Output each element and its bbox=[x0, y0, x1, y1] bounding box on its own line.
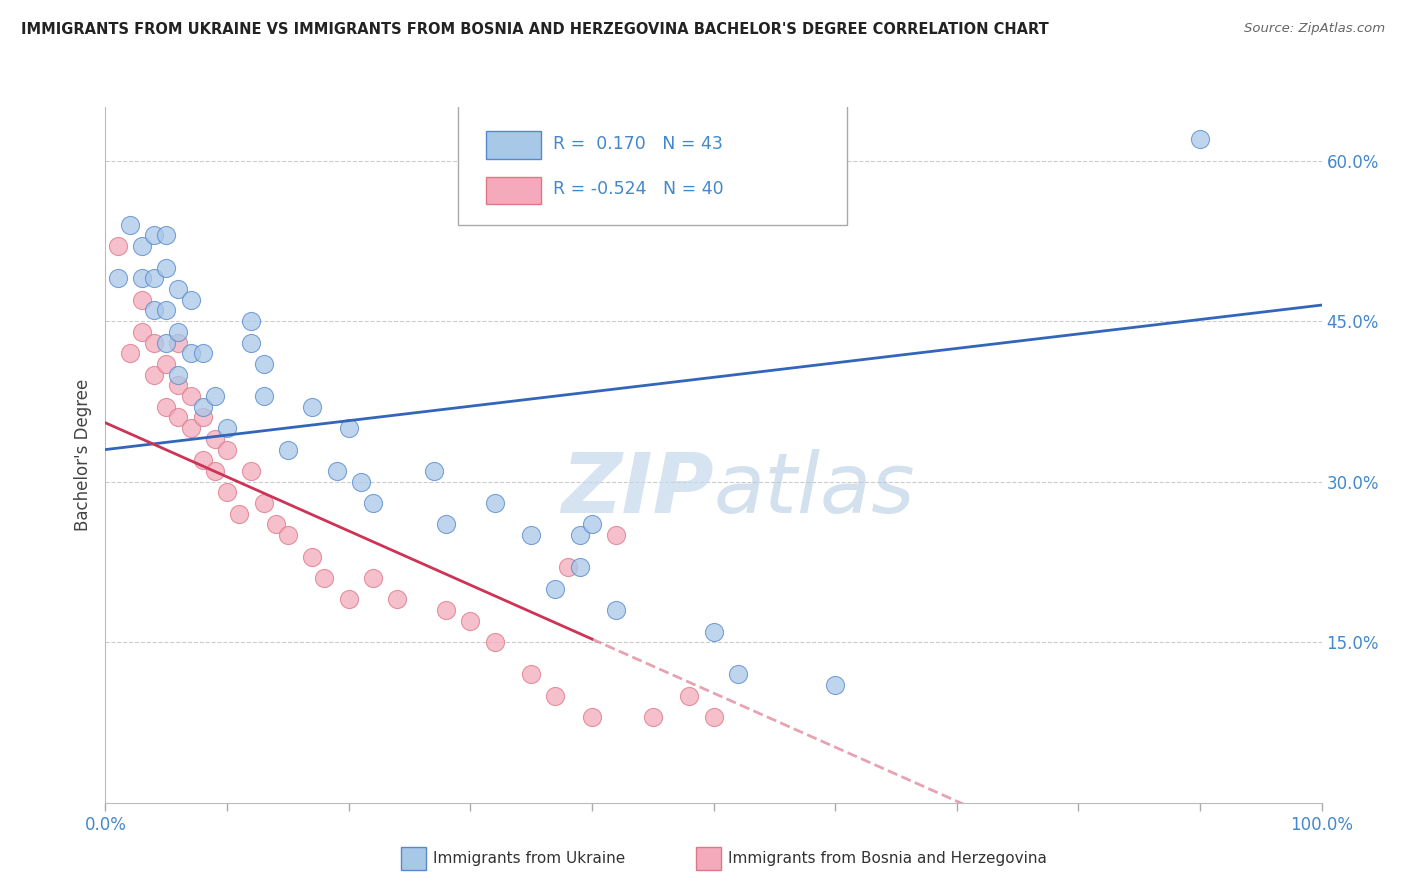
Y-axis label: Bachelor's Degree: Bachelor's Degree bbox=[75, 379, 93, 531]
Point bbox=[337, 421, 360, 435]
Point bbox=[544, 689, 567, 703]
Point bbox=[568, 528, 591, 542]
Point bbox=[131, 293, 153, 307]
Text: IMMIGRANTS FROM UKRAINE VS IMMIGRANTS FROM BOSNIA AND HERZEGOVINA BACHELOR'S DEG: IMMIGRANTS FROM UKRAINE VS IMMIGRANTS FR… bbox=[21, 22, 1049, 37]
Text: R =  0.170   N = 43: R = 0.170 N = 43 bbox=[553, 135, 723, 153]
Point bbox=[167, 410, 190, 425]
Point bbox=[167, 378, 190, 392]
Point bbox=[204, 389, 226, 403]
Point bbox=[143, 368, 166, 382]
Point bbox=[1189, 132, 1212, 146]
Point bbox=[155, 228, 177, 243]
Point bbox=[702, 624, 725, 639]
FancyBboxPatch shape bbox=[486, 131, 541, 159]
Point bbox=[155, 335, 177, 350]
Point bbox=[252, 496, 274, 510]
Point bbox=[350, 475, 373, 489]
Point bbox=[131, 239, 153, 253]
Point bbox=[361, 496, 384, 510]
Point bbox=[702, 710, 725, 724]
Point bbox=[217, 421, 239, 435]
Text: ZIP: ZIP bbox=[561, 450, 713, 530]
Point bbox=[131, 271, 153, 285]
Point bbox=[204, 432, 226, 446]
Text: Immigrants from Ukraine: Immigrants from Ukraine bbox=[433, 851, 626, 865]
FancyBboxPatch shape bbox=[486, 177, 541, 204]
Point bbox=[167, 368, 190, 382]
Point bbox=[204, 464, 226, 478]
Point bbox=[191, 346, 214, 360]
Point bbox=[387, 592, 409, 607]
Point bbox=[605, 528, 627, 542]
Point bbox=[557, 560, 579, 574]
Point bbox=[520, 667, 543, 681]
Point bbox=[107, 271, 129, 285]
Point bbox=[361, 571, 384, 585]
Point bbox=[301, 400, 323, 414]
Text: R = -0.524   N = 40: R = -0.524 N = 40 bbox=[553, 180, 724, 198]
Point bbox=[277, 528, 299, 542]
Point bbox=[520, 528, 543, 542]
Point bbox=[314, 571, 336, 585]
Point bbox=[191, 410, 214, 425]
Point bbox=[143, 303, 166, 318]
Point bbox=[641, 710, 664, 724]
Point bbox=[581, 710, 603, 724]
Text: Immigrants from Bosnia and Herzegovina: Immigrants from Bosnia and Herzegovina bbox=[728, 851, 1047, 865]
Point bbox=[228, 507, 250, 521]
Point bbox=[118, 346, 141, 360]
Point bbox=[155, 303, 177, 318]
Point bbox=[727, 667, 749, 681]
Point bbox=[605, 603, 627, 617]
Point bbox=[544, 582, 567, 596]
Point bbox=[423, 464, 446, 478]
Point bbox=[180, 389, 202, 403]
Point bbox=[167, 282, 190, 296]
Point bbox=[678, 689, 700, 703]
Text: atlas: atlas bbox=[713, 450, 915, 530]
Point bbox=[484, 635, 506, 649]
Point bbox=[264, 517, 287, 532]
Point bbox=[581, 517, 603, 532]
Point bbox=[277, 442, 299, 457]
Point bbox=[167, 325, 190, 339]
Point bbox=[155, 260, 177, 275]
Point bbox=[484, 496, 506, 510]
Point bbox=[155, 357, 177, 371]
Point bbox=[824, 678, 846, 692]
Point bbox=[191, 400, 214, 414]
Point bbox=[301, 549, 323, 564]
Point bbox=[325, 464, 347, 478]
Point bbox=[155, 400, 177, 414]
Point bbox=[240, 464, 263, 478]
Point bbox=[143, 228, 166, 243]
Point bbox=[434, 517, 457, 532]
Point bbox=[143, 271, 166, 285]
FancyBboxPatch shape bbox=[458, 103, 848, 226]
Point bbox=[434, 603, 457, 617]
Point bbox=[252, 357, 274, 371]
Point bbox=[568, 560, 591, 574]
Point bbox=[217, 485, 239, 500]
Point bbox=[143, 335, 166, 350]
Point bbox=[180, 346, 202, 360]
Point bbox=[240, 335, 263, 350]
Point bbox=[131, 325, 153, 339]
Point bbox=[337, 592, 360, 607]
Point bbox=[217, 442, 239, 457]
Point bbox=[252, 389, 274, 403]
Point bbox=[240, 314, 263, 328]
Point bbox=[118, 218, 141, 232]
Point bbox=[180, 293, 202, 307]
Point bbox=[167, 335, 190, 350]
Text: Source: ZipAtlas.com: Source: ZipAtlas.com bbox=[1244, 22, 1385, 36]
Point bbox=[180, 421, 202, 435]
Point bbox=[191, 453, 214, 467]
Point bbox=[458, 614, 481, 628]
Point bbox=[107, 239, 129, 253]
